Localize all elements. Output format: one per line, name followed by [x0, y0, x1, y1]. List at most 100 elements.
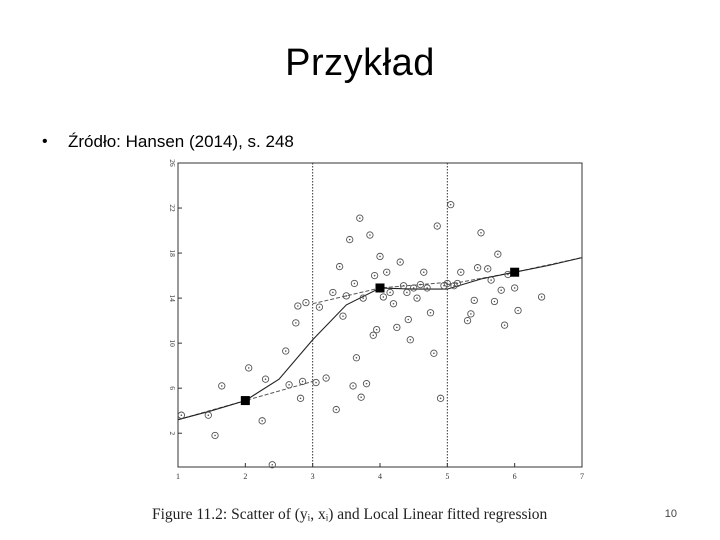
data-point-dot-39	[389, 291, 391, 294]
data-point-dot-37	[382, 296, 385, 298]
y-tick-label-3: 6	[168, 386, 177, 390]
data-point-dot-17	[318, 306, 321, 308]
data-point-35	[372, 325, 381, 334]
data-point-25	[349, 382, 357, 390]
data-point-dot-65	[476, 266, 479, 269]
data-point-60	[453, 279, 462, 288]
data-point-50	[420, 268, 428, 276]
data-point-dot-41	[396, 326, 398, 329]
x-tick-label-5: 5	[445, 472, 449, 481]
data-point-dot-45	[407, 318, 410, 321]
data-point-dot-49	[419, 283, 422, 286]
data-point-75	[514, 306, 522, 315]
data-point-76	[537, 293, 546, 301]
data-point-dot-44	[406, 291, 408, 294]
data-point-dot-13	[299, 397, 302, 400]
x-tick-label-6: 6	[513, 472, 517, 481]
data-point-7	[261, 375, 270, 383]
x-tick-label-3: 3	[311, 472, 315, 481]
data-point-27	[352, 354, 361, 362]
local-linear-fit-line	[177, 257, 583, 421]
data-point-dot-10	[288, 384, 290, 386]
data-point-4	[218, 382, 226, 390]
data-point-dot-54	[436, 225, 439, 227]
source-bullet: • Źródło: Hansen (2014), s. 248	[42, 132, 294, 152]
data-point-dot-1	[180, 414, 183, 417]
data-point-dot-26	[353, 282, 356, 285]
data-point-15	[302, 298, 310, 307]
data-point-dot-27	[355, 356, 358, 359]
data-point-dot-48	[416, 297, 418, 299]
data-point-49	[416, 280, 425, 289]
data-point-dot-15	[305, 301, 307, 304]
figure-caption: Figure 11.2: Scatter of (yᵢ, xᵢ) and Loc…	[152, 506, 548, 523]
data-point-dot-75	[517, 309, 519, 312]
data-point-dot-47	[412, 287, 415, 289]
data-point-dot-6	[261, 420, 263, 422]
data-point-dot-21	[338, 265, 341, 268]
data-point-dot-67	[486, 268, 489, 270]
data-point-dot-9	[284, 350, 287, 352]
data-point-dot-73	[507, 273, 509, 276]
data-point-26	[350, 279, 359, 288]
data-point-dot-7	[264, 378, 267, 380]
data-point-dot-50	[422, 271, 425, 274]
data-point-22	[339, 312, 347, 320]
data-point-21	[335, 262, 344, 271]
data-point-dot-19	[332, 291, 334, 294]
data-point-29	[357, 393, 365, 401]
data-point-37	[379, 293, 388, 301]
data-point-70	[494, 250, 502, 258]
data-point-dot-31	[365, 382, 368, 385]
data-point-dot-34	[373, 274, 376, 277]
source-text: Źródło: Hansen (2014), s. 248	[68, 132, 294, 151]
data-point-31	[362, 380, 371, 388]
y-tick-label-7: 22	[168, 204, 177, 212]
data-point-24	[346, 235, 354, 244]
data-point-62	[463, 316, 472, 325]
data-point-69	[490, 297, 499, 306]
data-point-57	[443, 279, 451, 288]
data-point-dot-38	[385, 271, 388, 274]
data-point-dot-23	[345, 295, 348, 297]
y-tick-label-2: 2	[168, 431, 177, 435]
data-point-dot-52	[429, 311, 432, 314]
x-tick-label-1: 1	[176, 472, 180, 481]
x-tick-label-2: 2	[243, 472, 247, 481]
data-point-dot-60	[456, 282, 459, 285]
data-point-dot-11	[295, 322, 297, 324]
data-point-41	[393, 323, 401, 332]
data-point-71	[497, 286, 505, 294]
data-point-dot-35	[375, 328, 378, 331]
data-point-68	[487, 276, 495, 284]
data-point-23	[342, 292, 350, 300]
data-point-dot-22	[342, 315, 344, 317]
data-point-dot-42	[399, 261, 401, 263]
data-point-74	[511, 284, 519, 292]
data-point-52	[426, 309, 435, 317]
data-point-dot-66	[480, 232, 482, 234]
chart-area: 1 2 3 4 5 6 7 2 6 10 14 18 22 26	[150, 155, 600, 525]
data-point-40	[389, 300, 398, 308]
data-point-33	[369, 331, 377, 339]
data-point-28	[356, 214, 364, 222]
data-point-45	[404, 315, 412, 324]
data-point-32	[366, 231, 374, 239]
data-point-14	[298, 377, 307, 386]
data-point-dot-2	[207, 414, 210, 417]
data-point-30	[359, 294, 367, 302]
data-point-dot-58	[449, 203, 452, 206]
data-point-dot-20	[335, 408, 338, 411]
data-point-61	[457, 268, 465, 276]
y-tick-label-8: 26	[168, 159, 177, 167]
x-tick-label-7: 7	[580, 472, 584, 481]
data-point-dot-53	[433, 352, 435, 355]
data-point-dot-14	[301, 380, 304, 383]
data-point-dot-30	[362, 297, 364, 299]
data-point-5	[245, 364, 253, 372]
x-tick-label-4: 4	[378, 472, 382, 481]
data-point-11	[292, 319, 300, 327]
data-point-dot-69	[493, 300, 496, 303]
data-point-18	[322, 374, 330, 382]
